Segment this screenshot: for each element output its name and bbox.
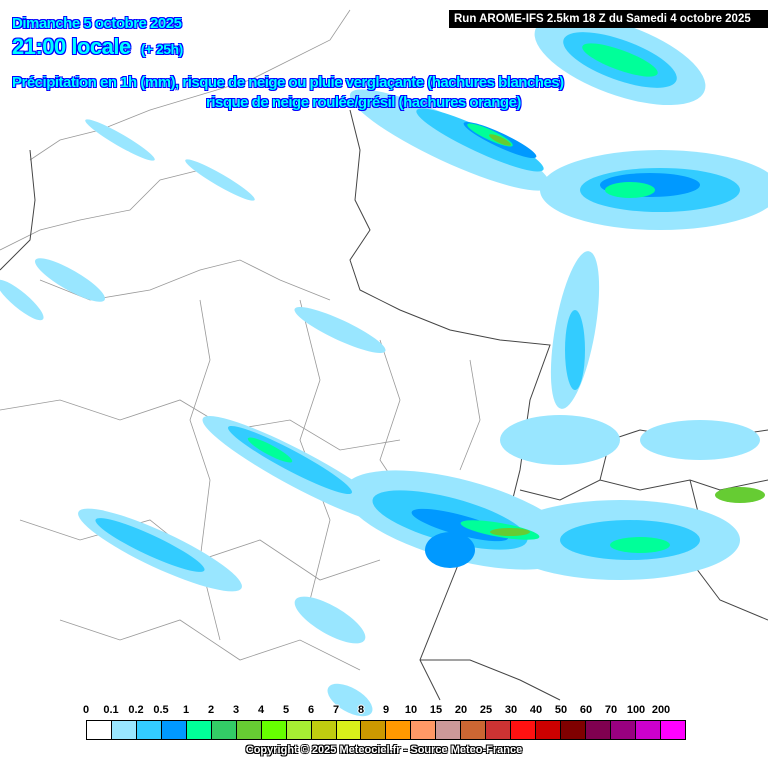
legend-tick-label: 200	[651, 704, 671, 716]
lead-time: (+ 25h)	[140, 41, 184, 57]
legend-swatch	[261, 721, 287, 739]
model-run-label: Run AROME-IFS 2.5km 18 Z du Samedi 4 oct…	[449, 10, 768, 28]
legend-tick-label: 3	[232, 704, 240, 716]
legend-tick-label: 0.5	[153, 704, 169, 716]
legend-swatch	[111, 721, 137, 739]
forecast-time: 21:00 locale (+ 25h)	[12, 34, 183, 60]
legend-tick-label: 6	[307, 704, 315, 716]
legend-tick-label: 8	[357, 704, 365, 716]
legend-swatch	[561, 721, 587, 739]
legend-swatch	[236, 721, 262, 739]
legend-swatch	[461, 721, 487, 739]
legend-swatch	[136, 721, 162, 739]
legend-tick-label: 5	[282, 704, 290, 716]
legend-swatch	[87, 721, 112, 739]
legend-tick-label: 9	[382, 704, 390, 716]
legend-tick-label: 70	[604, 704, 618, 716]
legend-swatch	[635, 721, 661, 739]
legend-swatch	[186, 721, 212, 739]
legend-tick-label: 50	[554, 704, 568, 716]
legend-swatch	[286, 721, 312, 739]
legend-tick-label: 20	[454, 704, 468, 716]
legend-tick-label: 10	[404, 704, 418, 716]
map-description-line1: Précipitation en 1h (mm), risque de neig…	[12, 74, 564, 91]
legend-tick-label: 7	[332, 704, 340, 716]
legend-tick-label: 0.1	[103, 704, 119, 716]
legend-tick-label: 40	[529, 704, 543, 716]
legend-swatch	[361, 721, 387, 739]
legend-tick-label: 0	[82, 704, 90, 716]
legend-swatch	[161, 721, 187, 739]
legend-swatch	[436, 721, 462, 739]
legend-tick-label: 0.2	[128, 704, 144, 716]
legend-swatch	[586, 721, 612, 739]
forecast-date: Dimanche 5 octobre 2025	[12, 15, 182, 32]
legend-swatch	[311, 721, 337, 739]
legend-tick-label: 2	[207, 704, 215, 716]
legend-swatch	[660, 721, 685, 739]
legend-swatch	[486, 721, 512, 739]
copyright: Copyright © 2025 Meteociel.fr - Source M…	[245, 744, 523, 756]
legend-tick-label: 15	[429, 704, 443, 716]
legend-tick-label: 4	[257, 704, 265, 716]
legend-swatch	[386, 721, 412, 739]
legend-swatch	[511, 721, 537, 739]
legend-swatch	[411, 721, 437, 739]
map-description-line2: risque de neige roulée/grésil (hachures …	[206, 94, 521, 111]
legend-swatch	[536, 721, 562, 739]
legend-swatch	[611, 721, 636, 739]
legend-tick-label: 25	[479, 704, 493, 716]
precip-strong	[489, 134, 765, 536]
legend-tick-label: 100	[626, 704, 646, 716]
legend-swatch	[336, 721, 362, 739]
legend-tick-label: 30	[504, 704, 518, 716]
legend-swatch	[211, 721, 237, 739]
local-time: 21:00 locale	[12, 34, 131, 59]
legend-tick-label: 1	[182, 704, 190, 716]
legend-tick-label: 60	[579, 704, 593, 716]
color-legend	[86, 720, 686, 740]
legend-tick-labels: 0 0.1 0.2 0.5 1 2 3 4 5 6 7 8 9 10 15 20 25 30 40 50 60 70 100…	[82, 704, 686, 718]
